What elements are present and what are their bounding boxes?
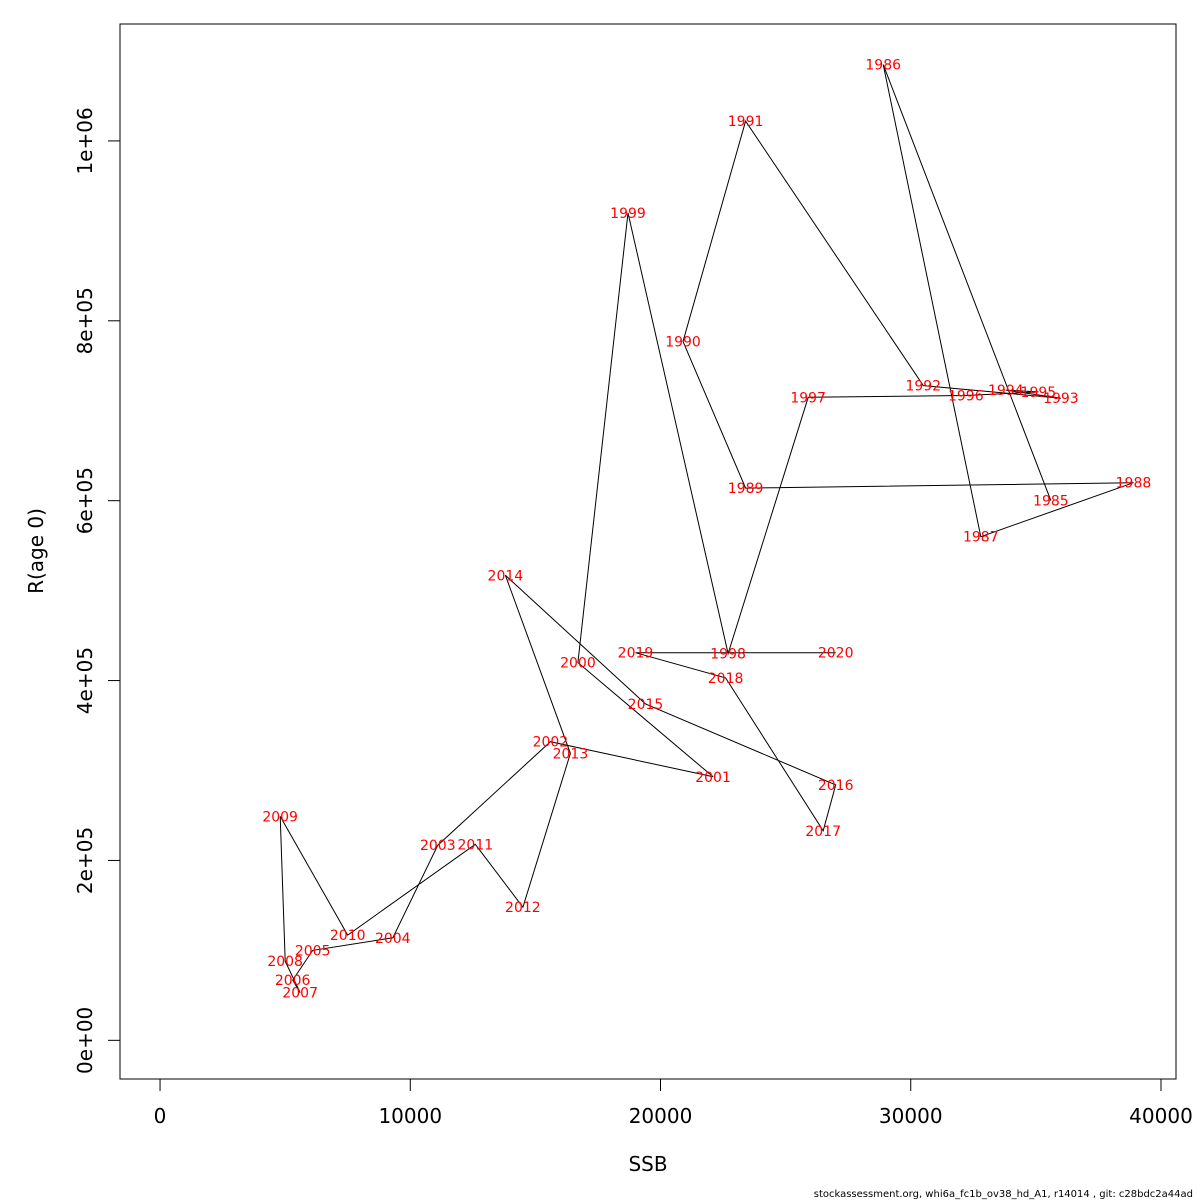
y-tick-label: 2e+05 (73, 827, 97, 894)
x-tick-label: 30000 (879, 1104, 943, 1128)
year-label-2007: 2007 (282, 986, 318, 1002)
year-label-1988: 1988 (1116, 476, 1152, 492)
y-tick-label: 8e+05 (73, 287, 97, 354)
year-label-1997: 1997 (790, 390, 826, 406)
year-label-2018: 2018 (708, 671, 744, 687)
y-axis-title: R(age 0) (24, 508, 48, 594)
y-tick-label: 6e+05 (73, 467, 97, 534)
year-label-2020: 2020 (818, 646, 854, 662)
year-label-2016: 2016 (818, 778, 854, 794)
sr-trajectory-line (279, 64, 1134, 993)
footer-text: stockassessment.org, whi6a_fc1b_ov38_hd_… (814, 1189, 1193, 1200)
year-label-1998: 1998 (710, 647, 746, 663)
x-tick-label: 0 (154, 1104, 167, 1128)
series-line (279, 64, 1134, 993)
x-axis: 0 10000 20000 30000 40000 (154, 1078, 1193, 1128)
year-label-2006: 2006 (275, 973, 311, 989)
year-label-2000: 2000 (560, 656, 596, 672)
x-tick-label: 20000 (629, 1104, 693, 1128)
year-label-2003: 2003 (420, 838, 456, 854)
year-label-2015: 2015 (628, 697, 664, 713)
year-label-2001: 2001 (695, 770, 731, 786)
year-label-2013: 2013 (553, 746, 589, 762)
year-label-1987: 1987 (963, 530, 999, 546)
y-tick-label: 1e+06 (73, 107, 97, 174)
year-label-2004: 2004 (375, 931, 411, 947)
year-label-1991: 1991 (728, 114, 764, 130)
year-label-1996: 1996 (948, 388, 984, 404)
year-label-1989: 1989 (728, 481, 764, 497)
year-label-2017: 2017 (805, 824, 841, 840)
year-label-2014: 2014 (488, 568, 524, 584)
year-label-1992: 1992 (905, 379, 941, 395)
year-label-2002: 2002 (533, 735, 569, 751)
year-label-2012: 2012 (505, 900, 541, 916)
y-axis: 0e+00 2e+05 4e+05 6e+05 8e+05 1e+06 (73, 107, 121, 1074)
year-label-1995: 1995 (1021, 385, 1057, 401)
year-label-2008: 2008 (267, 954, 303, 970)
year-label-1985: 1985 (1033, 494, 1069, 510)
year-label-1994: 1994 (988, 383, 1024, 399)
y-tick-label: 0e+00 (73, 1007, 97, 1074)
x-tick-label: 40000 (1129, 1104, 1193, 1128)
y-tick-label: 4e+05 (73, 647, 97, 714)
year-label-1990: 1990 (665, 334, 701, 350)
year-label-1999: 1999 (610, 206, 646, 222)
plot-frame (119, 23, 1177, 1080)
point-labels: 1985 1986 1987 1988 1989 1990 1991 1992 1993 1994… (262, 57, 1151, 1001)
year-label-2009: 2009 (262, 809, 298, 825)
year-label-2005: 2005 (295, 943, 331, 959)
year-label-2010: 2010 (330, 928, 366, 944)
year-label-2019: 2019 (618, 646, 654, 662)
year-label-1986: 1986 (865, 57, 901, 73)
x-axis-title: SSB (628, 1152, 667, 1176)
x-tick-label: 10000 (378, 1104, 442, 1128)
year-label-2011: 2011 (458, 837, 494, 853)
year-label-1993: 1993 (1043, 391, 1079, 407)
